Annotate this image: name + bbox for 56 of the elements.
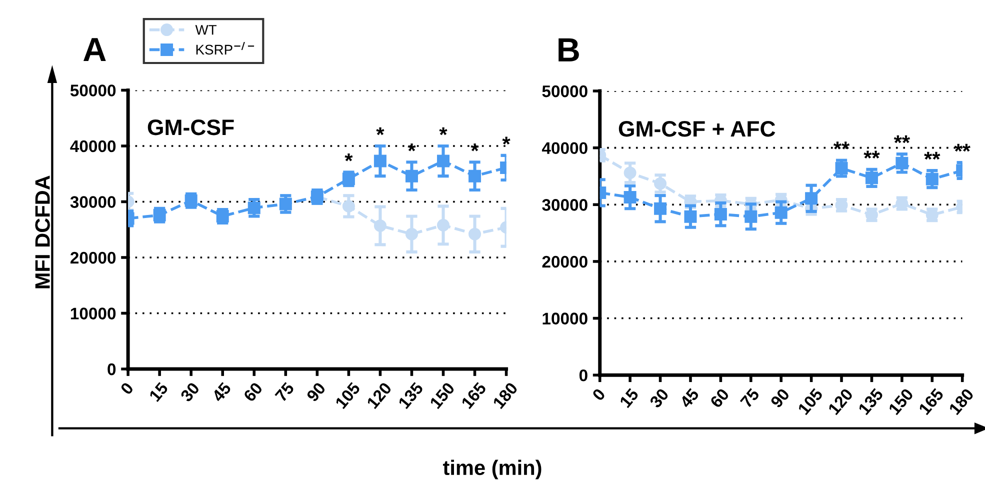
x-tick-label: 0	[120, 382, 134, 396]
x-tick-label: 30	[648, 388, 670, 409]
x-tick-label: 60	[710, 388, 730, 409]
x-tick-label: 45	[211, 382, 232, 403]
x-tick-label: 75	[740, 388, 760, 408]
y-tick-label: 20000	[542, 256, 588, 268]
y-tick-label: 50000	[70, 84, 116, 96]
y-tick-label: 10000	[70, 308, 116, 320]
x-tick-label: 165	[460, 381, 487, 410]
y-tick-label: 30000	[70, 196, 116, 208]
annotation: *	[439, 127, 448, 136]
x-tick-label: 165	[918, 388, 944, 416]
annotation: **	[954, 144, 970, 152]
x-tick-label: 180	[492, 382, 518, 410]
x-tick-label: 180	[948, 388, 974, 416]
x-tick-label: 15	[148, 382, 169, 402]
annotation: **	[864, 150, 880, 158]
x-tick-label: 135	[398, 381, 424, 410]
x-tick-label: 105	[797, 388, 824, 416]
y-tick-label: 10000	[542, 312, 588, 324]
x-tick-label: 45	[679, 388, 700, 409]
legend-label: WT	[195, 25, 217, 35]
annotation: *	[502, 136, 510, 145]
legend-label: KSRP$^{−/−}$	[196, 42, 254, 55]
y-tick-label: 0	[108, 363, 116, 376]
y-tick-label: 0	[579, 370, 588, 382]
y-tick-label: 40000	[542, 142, 588, 154]
x-tick-label: 90	[770, 388, 790, 409]
x-tick-label: 120	[828, 388, 854, 416]
annotation: GM-CSF + AFC	[618, 120, 776, 137]
chart-title: B	[558, 38, 579, 62]
y-tick-label: 40000	[70, 140, 116, 152]
annotation: *	[408, 143, 416, 152]
x-tick-label: 105	[334, 381, 361, 410]
x-tick-label: 15	[619, 388, 640, 408]
x-tick-label: 75	[274, 382, 295, 402]
annotation: *	[376, 127, 384, 136]
x-tick-label: 135	[858, 388, 884, 416]
x-tick-label: 120	[366, 382, 392, 410]
y-tick-label: 30000	[542, 199, 588, 211]
annotation: *	[344, 154, 353, 162]
x-axis-title: time (min)	[442, 460, 542, 480]
annotation: **	[894, 135, 910, 144]
y-tick-label: 20000	[70, 252, 116, 264]
annotation: **	[924, 152, 940, 160]
chart-title: A	[83, 38, 106, 61]
x-tick-label: 30	[180, 382, 200, 403]
x-tick-label: 90	[306, 382, 326, 402]
x-tick-label: 0	[592, 388, 606, 402]
annotation: GM-CSF	[148, 119, 234, 136]
x-tick-label: 150	[429, 382, 456, 410]
x-tick-label: 150	[888, 388, 914, 416]
x-tick-label: 60	[242, 382, 264, 402]
annotation: *	[470, 143, 479, 152]
y-tick-label: 50000	[542, 85, 588, 98]
y-axis-title: MFI DCFDA	[35, 176, 50, 288]
